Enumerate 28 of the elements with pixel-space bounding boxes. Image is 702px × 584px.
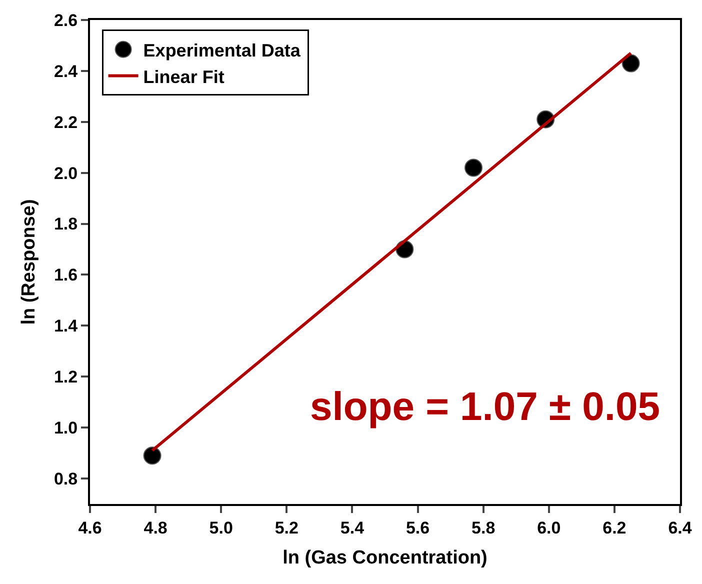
- y-tick-label: 1.2: [54, 368, 78, 387]
- y-tick-label: 1.8: [54, 214, 78, 234]
- y-tick-label: 2.6: [54, 10, 78, 30]
- y-tick-label: 1.4: [54, 316, 78, 336]
- x-tick-label: 4.6: [78, 518, 102, 538]
- x-tick-label: 6.2: [602, 518, 626, 538]
- y-tick-label: 0.8: [54, 469, 78, 488]
- point: [143, 446, 162, 465]
- y-tick-label: 2.2: [54, 112, 78, 132]
- annotation: slope = 1.07 ± 0.05: [310, 385, 660, 429]
- x-tick-label: 5.4: [340, 518, 365, 538]
- y-tick-label: 1.0: [54, 418, 78, 438]
- x-axis-title: ln (Gas Concentration): [282, 548, 488, 569]
- point: [622, 54, 640, 72]
- y-axis-title: ln (Response): [18, 199, 40, 325]
- point: [464, 158, 482, 177]
- y-tick-label: 2.4: [54, 62, 78, 81]
- legend-label: Linear Fit: [143, 66, 224, 87]
- legend-label: Experimental Data: [143, 40, 302, 60]
- x-tick-label: 5.8: [472, 518, 496, 538]
- x-tick-label: 5.0: [209, 518, 233, 538]
- x-tick-label: 6.0: [537, 518, 561, 538]
- x-tick-label: 4.8: [144, 518, 168, 538]
- x-tick-label: 5.6: [406, 518, 430, 538]
- x-tick-label: 5.2: [274, 518, 298, 538]
- x-tick-label: 6.4: [668, 518, 692, 538]
- y-tick-label: 2.0: [54, 164, 78, 183]
- y-tick-label: 1.6: [54, 266, 78, 285]
